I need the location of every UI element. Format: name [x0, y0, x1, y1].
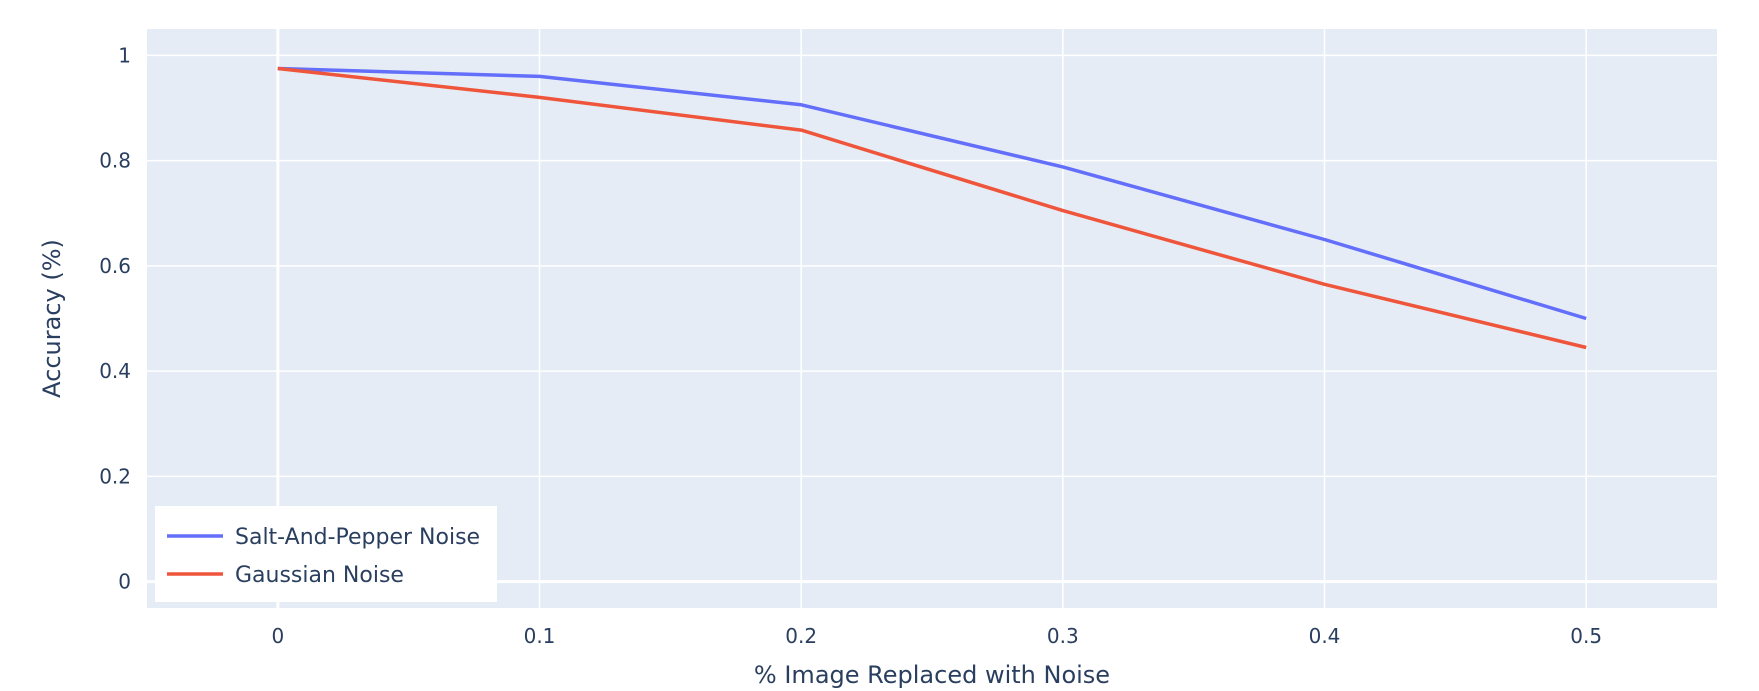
- series-lines: [277, 66, 1587, 350]
- x-tick-label: 0.5: [1570, 624, 1602, 648]
- y-tick-label: 1: [118, 43, 131, 67]
- x-tick-label: 0.4: [1309, 624, 1341, 648]
- x-tick-label: 0.2: [785, 624, 817, 648]
- x-tick-label: 0.3: [1047, 624, 1079, 648]
- y-tick-label: 0.2: [99, 464, 131, 488]
- y-tick-label: 0.6: [99, 254, 131, 278]
- series-line-1: [277, 66, 1587, 321]
- x-tick-label: 0: [271, 624, 284, 648]
- legend-box: [155, 506, 497, 602]
- y-tick-label: 0.8: [99, 149, 131, 173]
- x-tick-label: 0.1: [524, 624, 556, 648]
- legend-label: Salt-And-Pepper Noise: [235, 525, 480, 550]
- x-tick-labels: 0 0.1 0.2 0.3 0.4 0.5: [271, 624, 1602, 648]
- legend-label: Gaussian Noise: [235, 563, 404, 588]
- x-axis-title: % Image Replaced with Noise: [754, 661, 1110, 689]
- y-axis-title: Accuracy (%): [38, 239, 66, 398]
- y-tick-label: 0.4: [99, 359, 131, 383]
- legend: Salt-And-Pepper Noise Gaussian Noise: [155, 506, 497, 602]
- y-tick-labels: 0 0.2 0.4 0.6 0.8 1: [99, 43, 131, 593]
- series-line-2: [277, 66, 1587, 350]
- y-tick-label: 0: [118, 570, 131, 594]
